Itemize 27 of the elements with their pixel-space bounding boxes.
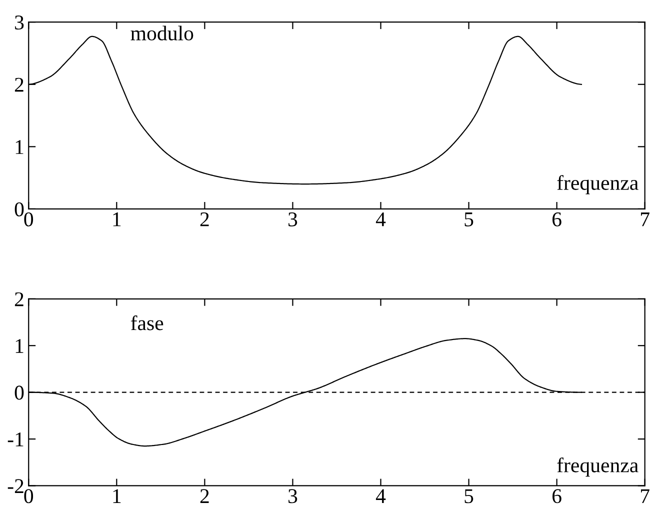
x-tick-label: 6 bbox=[552, 489, 562, 504]
y-tick-label: 1 bbox=[16, 140, 24, 154]
y-tick-label: -1 bbox=[8, 432, 24, 446]
y-tick-label: 1 bbox=[16, 339, 24, 353]
x-tick-label: 7 bbox=[641, 489, 650, 503]
y-tick-label: 3 bbox=[15, 16, 24, 30]
y-tick-label: 0 bbox=[14, 386, 24, 400]
x-axis-title: frequenza bbox=[557, 175, 638, 194]
x-tick-label: 5 bbox=[464, 212, 474, 226]
x-tick-label: 2 bbox=[200, 489, 209, 503]
y-tick-label: -2 bbox=[8, 479, 24, 493]
x-tick-label: 7 bbox=[641, 212, 650, 226]
chart-title: modulo bbox=[130, 26, 194, 40]
x-tick-label: 3 bbox=[288, 212, 298, 226]
x-tick-label: 6 bbox=[552, 212, 562, 226]
y-tick-label: 0 bbox=[14, 202, 24, 216]
x-tick-label: 4 bbox=[376, 489, 386, 503]
x-tick-label: 1 bbox=[113, 212, 121, 226]
x-tick-label: 4 bbox=[376, 212, 386, 226]
text: fase bbox=[130, 315, 164, 330]
x-axis-title: frequenza bbox=[557, 457, 638, 477]
x-tick-label: 2 bbox=[200, 212, 209, 226]
x-tick-label: 3 bbox=[288, 489, 298, 504]
y-tick-label: 2 bbox=[14, 78, 24, 92]
x-tick-label: 5 bbox=[464, 489, 474, 504]
x-tick-label: 1 bbox=[113, 489, 121, 503]
y-tick-label: 2 bbox=[14, 292, 24, 306]
